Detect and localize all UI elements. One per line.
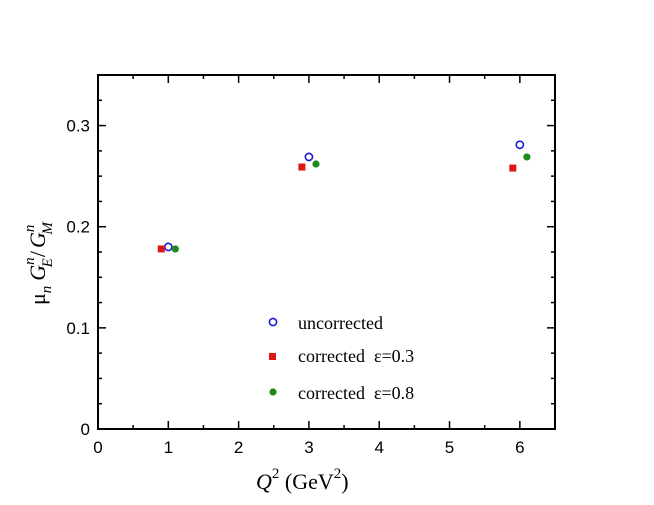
- data-point-series-0: [515, 140, 525, 150]
- legend-marker-corrected-0.3: [269, 353, 276, 360]
- legend-marker-corrected-0.8: [269, 388, 277, 396]
- axis-ticks: [97, 74, 556, 430]
- data-point-series-0: [304, 152, 314, 162]
- y-axis-title: μnGn E/Gn M: [22, 221, 56, 305]
- x-tick-label: 3: [304, 438, 313, 457]
- y-tick-label: 0.1: [66, 319, 90, 338]
- y-tick-label: 0.2: [66, 218, 90, 237]
- data-points: [157, 140, 531, 253]
- y-title-mu: μ: [25, 293, 50, 305]
- y-title-slash: /: [25, 250, 50, 257]
- x-tick-label: 6: [515, 438, 524, 457]
- data-point-series-2: [312, 160, 320, 168]
- x-tick-label: 5: [445, 438, 454, 457]
- x-title-var: Q: [256, 469, 272, 494]
- x-title-unit: (GeV: [279, 469, 333, 494]
- y-tick-label: 0.3: [66, 117, 90, 136]
- y-title-den: G: [25, 232, 50, 248]
- y-title-num: G: [25, 265, 50, 281]
- x-tick-label: 2: [234, 438, 243, 457]
- y-title-num-sup: n: [22, 257, 38, 265]
- legend-label-corrected-0.8: corrected ε=0.8: [298, 383, 414, 403]
- y-title-num-sub: E: [40, 258, 56, 268]
- tick-labels: 0 1 2 3 4 5 6 0 0.1 0.2 0.3: [66, 117, 524, 457]
- y-title-den-sub: M: [40, 221, 56, 236]
- legend-label-corrected-0.3: corrected ε=0.3: [298, 346, 414, 366]
- y-tick-label: 0: [81, 420, 90, 439]
- x-tick-label: 0: [93, 438, 102, 457]
- x-title-sup: 2: [272, 466, 280, 482]
- data-point-series-1: [157, 245, 165, 253]
- data-point-series-2: [523, 153, 531, 161]
- data-point-series-1: [298, 163, 306, 171]
- legend: uncorrected corrected ε=0.3 corrected ε=…: [268, 313, 414, 403]
- x-tick-label: 4: [374, 438, 383, 457]
- legend-marker-uncorrected: [268, 317, 278, 327]
- x-title-close: ): [341, 469, 348, 494]
- x-tick-label: 1: [164, 438, 173, 457]
- x-title-unit-sup: 2: [334, 466, 342, 482]
- data-point-series-0: [163, 242, 173, 252]
- plot-frame: [97, 74, 556, 430]
- data-point-series-2: [171, 245, 179, 253]
- data-point-series-1: [509, 164, 517, 172]
- y-title-den-sup: n: [22, 225, 38, 233]
- x-axis-title: Q2 (GeV2): [256, 466, 349, 494]
- legend-label-uncorrected: uncorrected: [298, 313, 383, 333]
- y-title-mu-sub: n: [39, 286, 55, 294]
